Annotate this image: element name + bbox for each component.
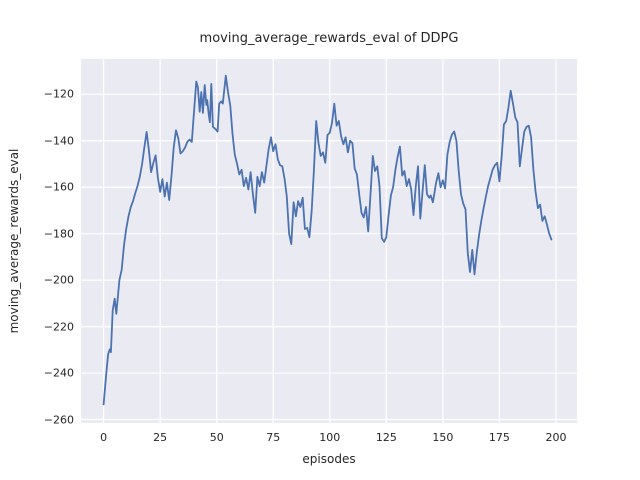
y-tick-label: −160 bbox=[43, 180, 74, 194]
y-tick-label: −200 bbox=[43, 273, 74, 287]
x-tick-label: 175 bbox=[488, 431, 510, 444]
x-axis-label: episodes bbox=[302, 452, 356, 466]
x-tick-label: 75 bbox=[266, 431, 281, 444]
x-tick-label: 150 bbox=[432, 431, 454, 444]
chart-title: moving_average_rewards_eval of DDPG bbox=[199, 31, 459, 46]
x-tick-label: 0 bbox=[100, 431, 108, 444]
y-tick-label: −220 bbox=[43, 320, 74, 334]
x-tick-label: 200 bbox=[545, 431, 567, 444]
y-tick-label: −120 bbox=[43, 87, 74, 101]
x-tick-label: 25 bbox=[153, 431, 168, 444]
y-tick-label: −180 bbox=[43, 227, 74, 241]
reward-line bbox=[102, 74, 553, 406]
y-tick-label: −260 bbox=[43, 413, 74, 427]
y-tick-label: −240 bbox=[43, 366, 74, 380]
y-tick-label: −140 bbox=[43, 134, 74, 148]
x-tick-label: 100 bbox=[319, 431, 341, 444]
x-tick-label: 125 bbox=[375, 431, 397, 444]
plot-area bbox=[81, 59, 577, 423]
x-tick-label: 50 bbox=[209, 431, 224, 444]
y-axis-label: moving_average_rewards_eval bbox=[7, 148, 21, 334]
